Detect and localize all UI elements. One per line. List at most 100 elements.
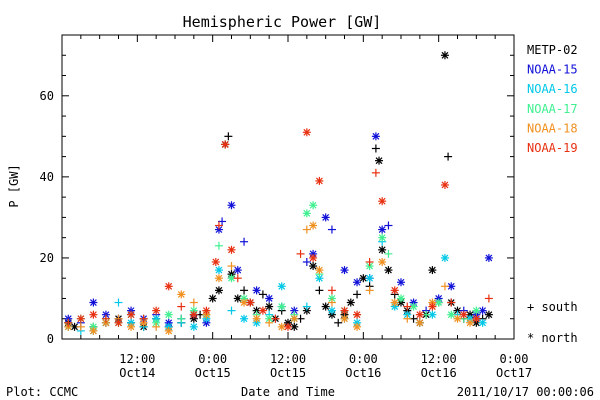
x-tick-date-label: Oct15 bbox=[270, 366, 306, 380]
data-point bbox=[384, 249, 393, 258]
data-point bbox=[290, 314, 299, 323]
data-point bbox=[127, 322, 136, 331]
data-point bbox=[76, 322, 85, 331]
data-point bbox=[89, 310, 98, 319]
x-axis-label: Date and Time bbox=[241, 385, 335, 399]
data-point bbox=[484, 253, 493, 262]
data-point bbox=[371, 144, 380, 153]
data-point bbox=[265, 314, 274, 323]
data-point bbox=[208, 294, 217, 303]
legend: METP-02 NOAA-15 NOAA-16 NOAA-17 NOAA-18 NOAA-… bbox=[527, 43, 578, 155]
data-point bbox=[327, 286, 336, 295]
data-point bbox=[459, 310, 468, 319]
data-point bbox=[227, 201, 236, 210]
data-point bbox=[64, 318, 73, 327]
data-point bbox=[177, 290, 186, 299]
data-point bbox=[139, 314, 148, 323]
y-tick-label: 20 bbox=[40, 251, 54, 265]
data-points bbox=[64, 51, 493, 335]
y-tick-label: 0 bbox=[47, 332, 54, 346]
legend-north: * north bbox=[527, 331, 578, 345]
data-point bbox=[453, 314, 462, 323]
data-point bbox=[258, 290, 267, 299]
data-point bbox=[472, 306, 481, 315]
data-point bbox=[428, 266, 437, 275]
data-point bbox=[415, 318, 424, 327]
data-point bbox=[353, 310, 362, 319]
data-point bbox=[397, 294, 405, 303]
data-point bbox=[309, 262, 318, 271]
data-point bbox=[371, 168, 380, 177]
data-point bbox=[218, 217, 227, 226]
data-point bbox=[233, 266, 242, 275]
x-tick-time-label: 12:00 bbox=[119, 352, 155, 366]
legend-entry: NOAA-15 bbox=[527, 63, 578, 77]
data-point bbox=[334, 318, 343, 327]
data-point bbox=[378, 257, 387, 266]
data-point bbox=[211, 257, 220, 266]
data-point bbox=[378, 225, 387, 234]
y-tick-label: 40 bbox=[40, 170, 54, 184]
data-point bbox=[277, 322, 286, 331]
data-point bbox=[177, 302, 186, 311]
legend-entry: NOAA-17 bbox=[527, 102, 578, 116]
footer-plot-credit: Plot: CCMC bbox=[6, 385, 78, 399]
data-point bbox=[89, 298, 98, 307]
data-point bbox=[309, 201, 318, 210]
data-point bbox=[189, 298, 198, 307]
data-point bbox=[353, 322, 362, 331]
data-point bbox=[214, 266, 223, 275]
data-point bbox=[315, 176, 324, 185]
data-point bbox=[302, 257, 311, 266]
legend-entry: NOAA-16 bbox=[527, 82, 578, 96]
data-point bbox=[127, 310, 136, 319]
footer-timestamp: 2011/10/17 00:00:06 bbox=[457, 385, 594, 399]
data-point bbox=[101, 310, 110, 319]
data-point bbox=[397, 278, 405, 287]
data-point bbox=[384, 221, 393, 230]
data-point bbox=[466, 318, 475, 327]
data-point bbox=[290, 306, 299, 315]
x-tick-date-label: Oct15 bbox=[195, 366, 231, 380]
x-tick-time-label: 12:00 bbox=[421, 352, 457, 366]
data-point bbox=[214, 286, 223, 295]
x-tick-time-label: 0:00 bbox=[500, 352, 529, 366]
y-axis-label: P [GW] bbox=[7, 164, 21, 207]
marker-legend: + south * north bbox=[527, 300, 578, 345]
data-point bbox=[164, 282, 173, 291]
data-point bbox=[189, 310, 198, 319]
data-point bbox=[478, 306, 487, 315]
x-tick-date-label: Oct16 bbox=[345, 366, 381, 380]
data-point bbox=[309, 221, 318, 230]
data-point bbox=[164, 310, 173, 319]
data-point bbox=[378, 233, 387, 242]
legend-entry: NOAA-18 bbox=[527, 121, 578, 135]
data-point bbox=[296, 249, 305, 258]
data-point bbox=[359, 274, 368, 283]
data-point bbox=[302, 128, 311, 137]
data-point bbox=[152, 306, 161, 315]
data-point bbox=[302, 225, 311, 234]
data-point bbox=[64, 322, 73, 331]
data-point bbox=[453, 306, 462, 315]
x-tick-date-label: Oct14 bbox=[119, 366, 155, 380]
data-point bbox=[302, 306, 311, 315]
data-point bbox=[327, 298, 336, 307]
data-point bbox=[321, 302, 330, 311]
data-point bbox=[277, 282, 286, 291]
data-point bbox=[440, 180, 449, 189]
data-point bbox=[227, 245, 236, 254]
data-point bbox=[214, 274, 223, 283]
data-point bbox=[309, 253, 318, 262]
data-point bbox=[390, 298, 399, 307]
x-tick-time-label: 0:00 bbox=[349, 352, 378, 366]
legend-entry: NOAA-19 bbox=[527, 141, 578, 155]
data-point bbox=[447, 298, 456, 307]
data-point bbox=[365, 257, 374, 266]
data-point bbox=[139, 318, 148, 327]
data-point bbox=[227, 306, 236, 315]
x-tick-date-label: Oct16 bbox=[421, 366, 457, 380]
data-point bbox=[252, 286, 261, 295]
data-point bbox=[164, 326, 173, 335]
data-point bbox=[428, 310, 437, 319]
